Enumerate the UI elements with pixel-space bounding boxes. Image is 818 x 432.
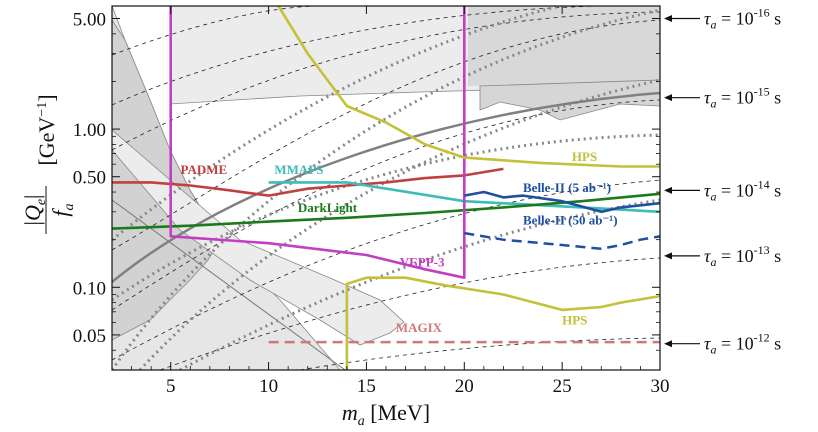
series-line-hps-lower (345, 276, 660, 370)
series-label-hps-upper: HPS (572, 149, 597, 164)
y-axis-title: |Qe| fa [GeV−1] (20, 94, 77, 234)
series-label-padme: PADME (181, 162, 228, 177)
tau-arrow-head (664, 186, 672, 194)
tau-arrow-head (664, 15, 672, 23)
svg-text:[GeV−1]: [GeV−1] (34, 94, 59, 165)
series-label-darklight: DarkLight (298, 200, 358, 215)
annotation-layer: PADME MMAPS DarkLight VEPP-3 HPS HPS MAGIX Bell… (181, 149, 618, 335)
tau-curve-dashed-2 (112, 99, 660, 311)
tau-label: τa = 10-14 s (664, 177, 781, 203)
series-label-mmaps: MMAPS (274, 162, 323, 177)
tau-label: τa = 10-12 s (664, 331, 781, 357)
x-tick-label: 15 (357, 376, 376, 397)
y-tick-label: 1.00 (73, 120, 106, 141)
dotted-curve-2 (138, 78, 660, 370)
tau-label-layer: τa = 10-16 s τa = 10-15 s τa = 10-14 s τa =… (664, 6, 781, 357)
tau-arrow-head (664, 252, 672, 260)
series-label-hps-lower: HPS (562, 313, 587, 328)
series-line-belle-ii-50-ab-1 (464, 231, 660, 251)
tau-curve-dashed-4 (159, 257, 660, 370)
y-tick-label: 0.50 (73, 168, 106, 189)
axes-layer: 5 10 15 20 25 30 0.05 0.10 0.50 1.00 5.00 (73, 6, 670, 397)
series-line-padme (112, 167, 504, 197)
dotted-curve-4 (179, 198, 660, 370)
series-line-mmaps (268, 181, 660, 214)
tau-label-text: τa = 10-13 s (704, 243, 781, 269)
x-axis-title: ma [MeV] (342, 400, 430, 429)
series-line-belle-ii-5-ab-1 (464, 190, 660, 214)
series-label-magix: MAGIX (396, 320, 443, 335)
x-tick-label: 5 (166, 376, 176, 397)
series-layer (112, 6, 660, 370)
shaded-region-bottom (112, 129, 405, 346)
tau-curve-dashed-1 (112, 19, 660, 251)
theory-curves (112, 6, 660, 370)
x-tick-label: 20 (455, 376, 474, 397)
tau-label-text: τa = 10-12 s (704, 331, 781, 357)
shaded-region-topright (468, 6, 660, 86)
tau-arrow-head (664, 94, 672, 102)
solid-gray-curve (112, 91, 660, 283)
tau-arrow-head (664, 340, 672, 348)
tau-curve-dashed-8 (112, 6, 321, 56)
y-tick-label: 5.00 (73, 10, 106, 31)
y-tick-label: 0.10 (73, 278, 106, 299)
series-label-belle-ii-5-ab-1: Belle-II (5 ab⁻¹) (523, 180, 611, 195)
svg-text:ma [MeV]: ma [MeV] (342, 400, 430, 429)
tau-label: τa = 10-15 s (664, 85, 781, 111)
tau-label-text: τa = 10-15 s (704, 85, 781, 111)
dotted-curve-1 (112, 8, 660, 370)
tau-label: τa = 10-13 s (664, 243, 781, 269)
svg-text:|Qe|: |Qe| (20, 195, 49, 226)
x-tick-label: 10 (259, 376, 278, 397)
svg-text:fa: fa (48, 203, 77, 216)
tau-curve-dashed-6 (112, 11, 660, 151)
y-tick-label: 0.05 (73, 326, 106, 347)
x-tick-label: 25 (553, 376, 572, 397)
series-line-vepp-3 (169, 6, 466, 280)
tau-label: τa = 10-16 s (664, 6, 781, 32)
series-line-hps-upper (277, 6, 660, 168)
series-label-belle-ii-50-ab-1: Belle-II (50 ab⁻¹) (523, 212, 618, 227)
x-tick-label: 30 (651, 376, 670, 397)
tau-label-text: τa = 10-16 s (704, 6, 781, 32)
tau-curve-dashed-7 (112, 6, 601, 106)
tau-label-text: τa = 10-14 s (704, 177, 781, 203)
series-label-vepp-3: VEPP-3 (400, 255, 445, 270)
